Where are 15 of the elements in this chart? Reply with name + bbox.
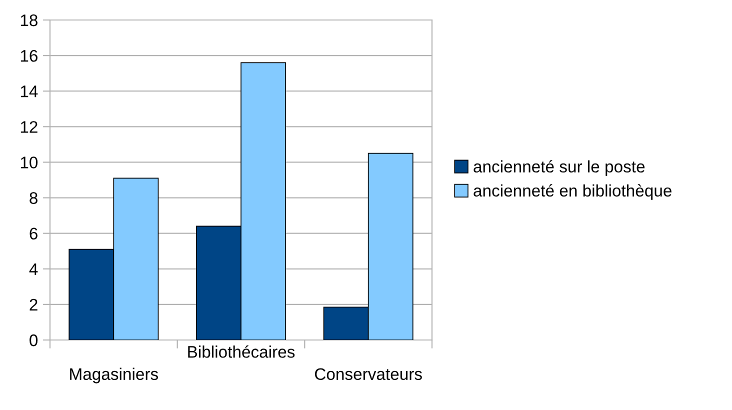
y-tick-label: 16 (20, 50, 38, 62)
y-tick-label: 0 (30, 334, 38, 346)
y-tick-label: 10 (20, 156, 38, 168)
y-tick-label: 18 (20, 14, 38, 26)
x-tick-label: Magasiniers (70, 368, 158, 384)
legend-label: ancienneté sur le poste (474, 160, 645, 176)
x-tick-label: Bibliothécaires (188, 345, 295, 358)
y-tick-label: 4 (29, 263, 38, 275)
y-tick-label: 2 (30, 298, 38, 310)
y-tick-label: 6 (30, 228, 38, 240)
legend-label: ancienneté en bibliothèque (474, 184, 672, 200)
y-tick-label: 14 (20, 86, 38, 98)
y-tick-label: 12 (20, 121, 38, 133)
y-tick-label: 8 (30, 192, 38, 204)
x-tick-label: Conservateurs (314, 368, 422, 380)
